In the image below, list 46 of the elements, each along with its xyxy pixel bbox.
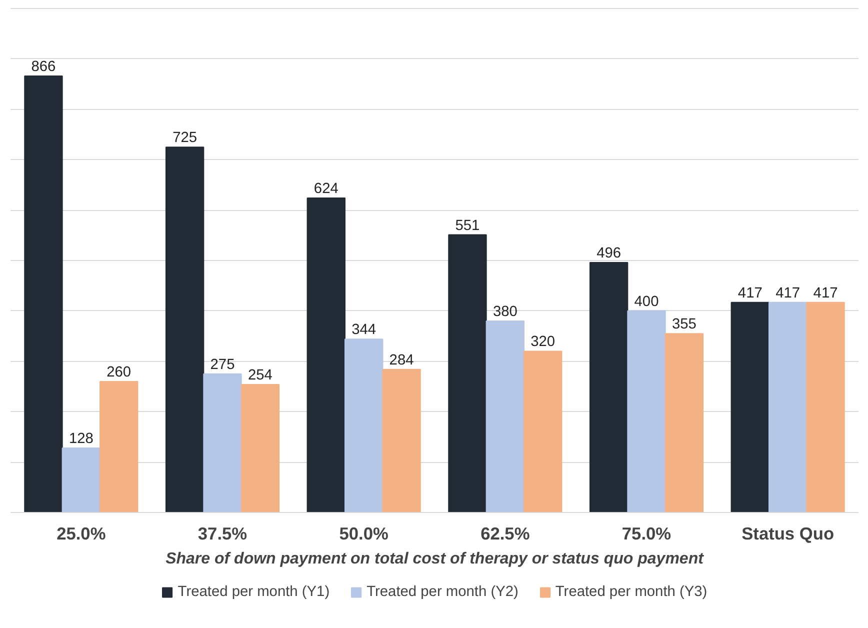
legend-label: Treated per month (Y2) — [366, 584, 518, 600]
data-label: 254 — [248, 367, 272, 384]
data-label: 725 — [172, 130, 198, 146]
legend-label: Treated per month (Y3) — [555, 584, 708, 600]
bar — [203, 373, 242, 512]
data-label: 496 — [596, 246, 622, 262]
bar — [524, 350, 562, 512]
data-label: 417 — [813, 285, 838, 302]
data-label: 320 — [530, 334, 556, 350]
bar — [664, 333, 704, 512]
x-tick-label: 75.0% — [622, 524, 672, 544]
data-label: 260 — [106, 364, 132, 380]
bar — [768, 302, 808, 512]
bar — [240, 384, 280, 512]
bar — [100, 380, 138, 512]
data-label: 551 — [455, 218, 480, 234]
bar — [344, 338, 384, 512]
data-label: 417 — [738, 285, 762, 302]
legend-label: Treated per month (Y1) — [178, 584, 330, 600]
bar — [24, 76, 63, 512]
data-label: 275 — [210, 356, 235, 373]
data-label: 284 — [389, 352, 414, 368]
bar — [589, 262, 628, 512]
x-tick-label: 37.5% — [198, 524, 248, 544]
data-label: 417 — [776, 285, 800, 302]
x-axis-title: Share of down payment on total cost of therapy or status quo payment — [166, 550, 704, 568]
x-tick-label: Status Quo — [742, 524, 834, 544]
bar — [730, 302, 770, 512]
bar — [627, 310, 666, 512]
bar — [486, 320, 525, 512]
bar — [448, 234, 487, 512]
x-tick-label: 50.0% — [339, 524, 388, 544]
data-label: 866 — [31, 59, 56, 76]
data-label: 400 — [634, 294, 659, 310]
data-label: 128 — [68, 430, 94, 447]
bar — [62, 447, 101, 512]
data-label: 380 — [492, 304, 518, 320]
data-label: 344 — [352, 322, 376, 338]
data-label: 624 — [314, 181, 338, 198]
bar — [306, 198, 346, 512]
bar — [382, 368, 421, 512]
x-tick-label: 62.5% — [480, 524, 530, 544]
bar — [806, 302, 845, 512]
data-label: 355 — [672, 316, 696, 333]
x-tick-label: 25.0% — [56, 524, 106, 544]
bar — [165, 146, 204, 512]
